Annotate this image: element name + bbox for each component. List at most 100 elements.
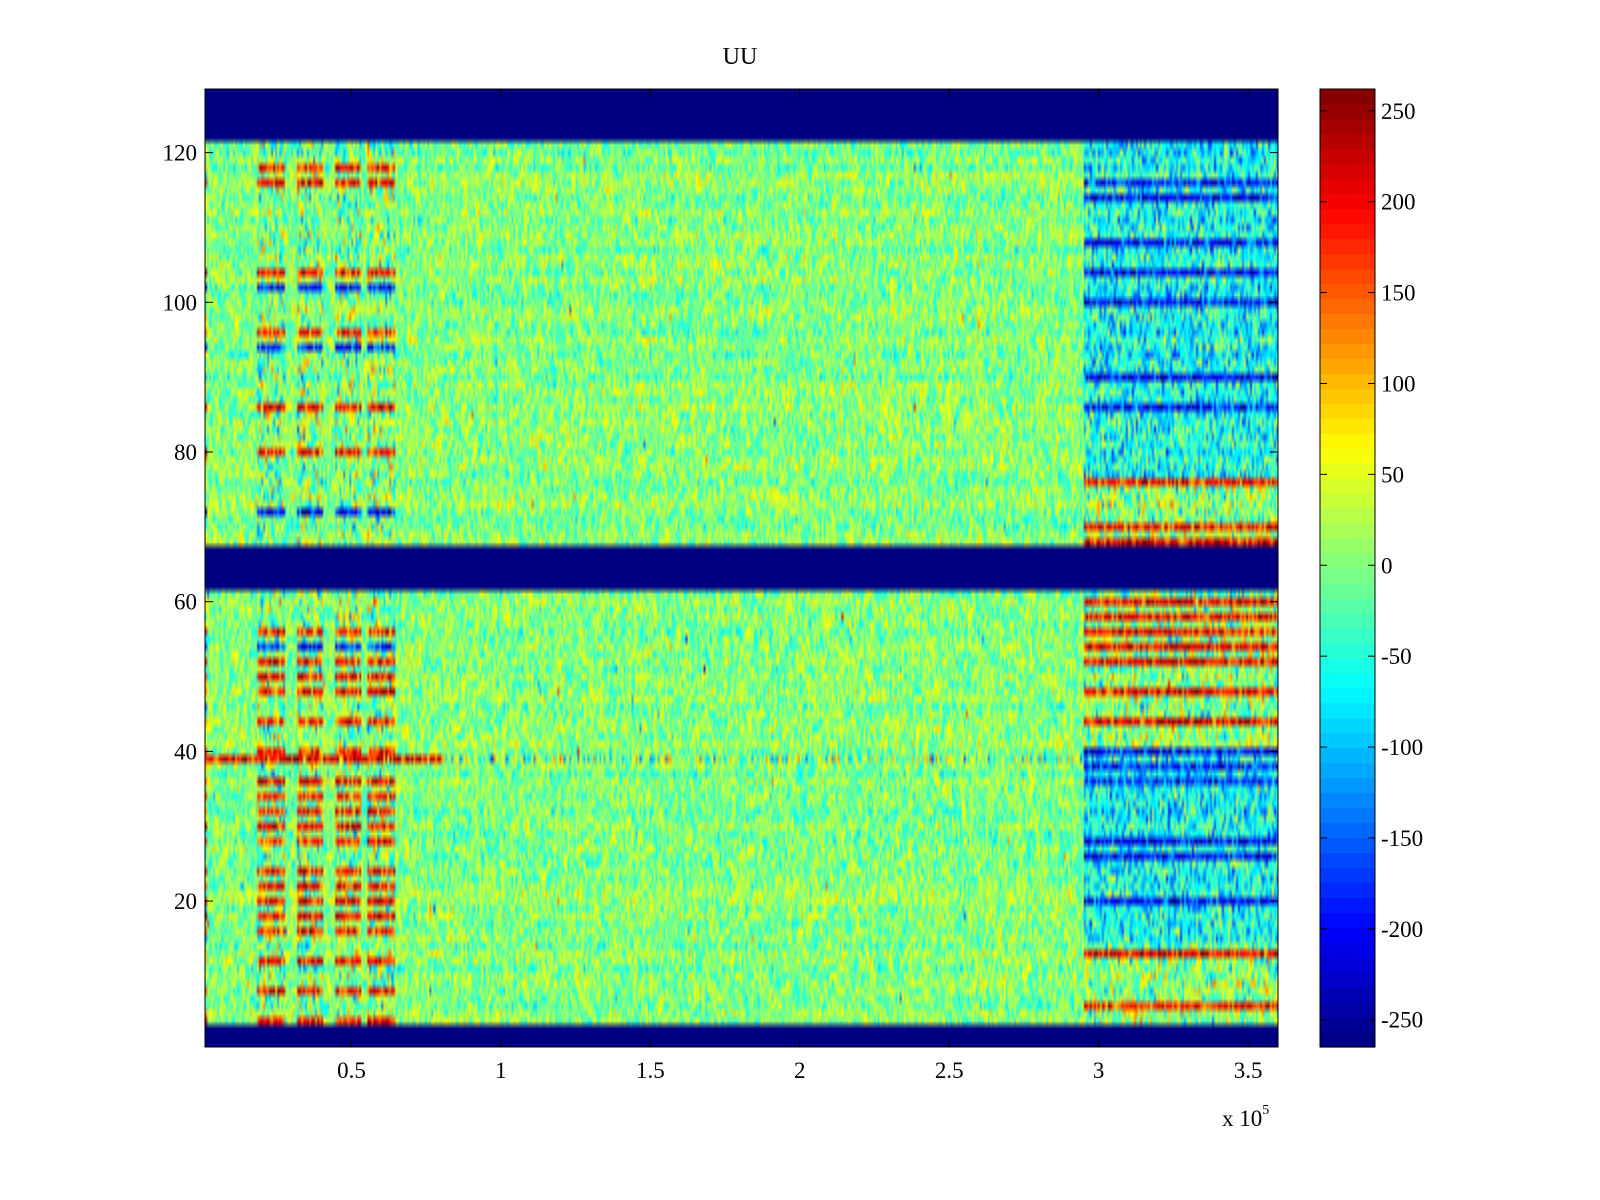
x-tick-label: 0.5: [337, 1058, 366, 1083]
colorbar-step: [1320, 717, 1375, 734]
y-tick-label: 100: [163, 290, 198, 315]
x-axis: 0.5 1 1.5 2 2.5 3 3.5: [337, 89, 1262, 1083]
colorbar-step: [1320, 972, 1375, 988]
plot-frame: [204, 88, 1279, 1048]
colorbar-step: [1320, 897, 1375, 913]
colorbar-tick-label: -100: [1381, 735, 1423, 760]
colorbar-step: [1320, 837, 1375, 854]
colorbar-tick-label: 250: [1381, 99, 1416, 124]
colorbar-step: [1320, 732, 1375, 749]
colorbar-step: [1320, 403, 1375, 419]
colorbar-step: [1320, 777, 1375, 794]
colorbar-step: [1320, 313, 1375, 330]
colorbar-step: [1320, 463, 1375, 479]
colorbar-step: [1320, 687, 1375, 704]
colorbar-step: [1320, 223, 1375, 240]
colorbar-step: [1320, 597, 1375, 614]
colorbar-step: [1320, 747, 1375, 764]
colorbar-step: [1320, 807, 1375, 824]
colorbar-step: [1320, 612, 1375, 629]
colorbar-step: [1320, 702, 1375, 719]
colorbar-step: [1320, 792, 1375, 809]
colorbar-step: [1320, 627, 1375, 644]
colorbar-step: [1320, 478, 1375, 494]
colorbar-step: [1320, 1017, 1375, 1033]
x-tick-label: 2: [794, 1058, 806, 1083]
x-tick-label: 3: [1093, 1058, 1105, 1083]
colorbar-step: [1320, 358, 1375, 375]
colorbar-step: [1320, 268, 1375, 285]
colorbar-step: [1320, 298, 1375, 315]
colorbar-step: [1320, 118, 1375, 135]
colorbar-step: [1320, 433, 1375, 449]
colorbar-step: [1320, 822, 1375, 839]
colorbar-step: [1320, 987, 1375, 1003]
colorbar-step: [1320, 133, 1375, 150]
x-axis-multiplier-exponent: 5: [1262, 1103, 1269, 1118]
colorbar-ticks: 250 200 150 100 50 0 -50 -100 -150 -200 -250: [1320, 99, 1423, 1033]
colorbar-step: [1320, 642, 1375, 659]
colorbar-tick-label: 50: [1381, 462, 1404, 487]
colorbar-step: [1320, 1032, 1375, 1048]
colorbar-tick-label: -150: [1381, 826, 1423, 851]
colorbar-step: [1320, 867, 1375, 883]
colorbar-step: [1320, 538, 1375, 554]
colorbar-step: [1320, 882, 1375, 898]
colorbar-step: [1320, 343, 1375, 360]
heatmap-image: [205, 89, 1278, 1047]
y-tick-label: 40: [174, 739, 197, 764]
x-axis-multiplier: x 105: [1222, 1103, 1269, 1131]
colorbar-gradient: [1320, 89, 1375, 1048]
x-tick-label: 3.5: [1234, 1058, 1263, 1083]
x-tick-label: 2.5: [935, 1058, 964, 1083]
colorbar-step: [1320, 388, 1375, 404]
colorbar-tick-label: 150: [1381, 281, 1416, 306]
heatmap-plot-area: [204, 88, 1279, 1048]
colorbar-step: [1320, 1002, 1375, 1018]
x-tick-label: 1.5: [636, 1058, 665, 1083]
y-tick-label: 20: [174, 889, 197, 914]
colorbar-step: [1320, 283, 1375, 300]
colorbar-step: [1320, 328, 1375, 345]
colorbar-tick-label: -50: [1381, 644, 1412, 669]
colorbar-step: [1320, 927, 1375, 943]
y-tick-label: 60: [174, 590, 197, 615]
colorbar-tick-label: -250: [1381, 1008, 1423, 1033]
x-axis-multiplier-base: x 10: [1222, 1106, 1262, 1131]
colorbar: 250 200 150 100 50 0 -50 -100 -150 -200 -250: [1319, 88, 1423, 1048]
colorbar-tick-label: 100: [1381, 371, 1416, 396]
colorbar-step: [1320, 178, 1375, 195]
colorbar-step: [1320, 89, 1375, 105]
colorbar-step: [1320, 762, 1375, 779]
y-tick-label: 80: [174, 440, 197, 465]
colorbar-step: [1320, 193, 1375, 210]
colorbar-step: [1320, 163, 1375, 180]
colorbar-step: [1320, 508, 1375, 524]
colorbar-frame: [1319, 88, 1376, 1048]
colorbar-step: [1320, 253, 1375, 270]
colorbar-step: [1320, 568, 1375, 584]
colorbar-step: [1320, 942, 1375, 958]
colorbar-step: [1320, 957, 1375, 973]
colorbar-step: [1320, 208, 1375, 225]
colorbar-step: [1320, 852, 1375, 868]
colorbar-step: [1320, 672, 1375, 689]
colorbar-tick-label: -200: [1381, 917, 1423, 942]
colorbar-tick-label: 200: [1381, 190, 1416, 215]
colorbar-step: [1320, 493, 1375, 509]
colorbar-step: [1320, 553, 1375, 569]
colorbar-step: [1320, 448, 1375, 464]
chart-title: UU: [723, 44, 758, 70]
colorbar-step: [1320, 238, 1375, 255]
colorbar-step: [1320, 582, 1375, 599]
y-tick-label: 120: [163, 141, 198, 166]
colorbar-step: [1320, 912, 1375, 928]
colorbar-step: [1320, 418, 1375, 434]
y-axis: 20 40 60 80 100 120: [163, 141, 1278, 914]
colorbar-step: [1320, 523, 1375, 539]
x-tick-label: 1: [495, 1058, 507, 1083]
colorbar-step: [1320, 148, 1375, 165]
colorbar-tick-label: 0: [1381, 553, 1393, 578]
colorbar-step: [1320, 373, 1375, 389]
